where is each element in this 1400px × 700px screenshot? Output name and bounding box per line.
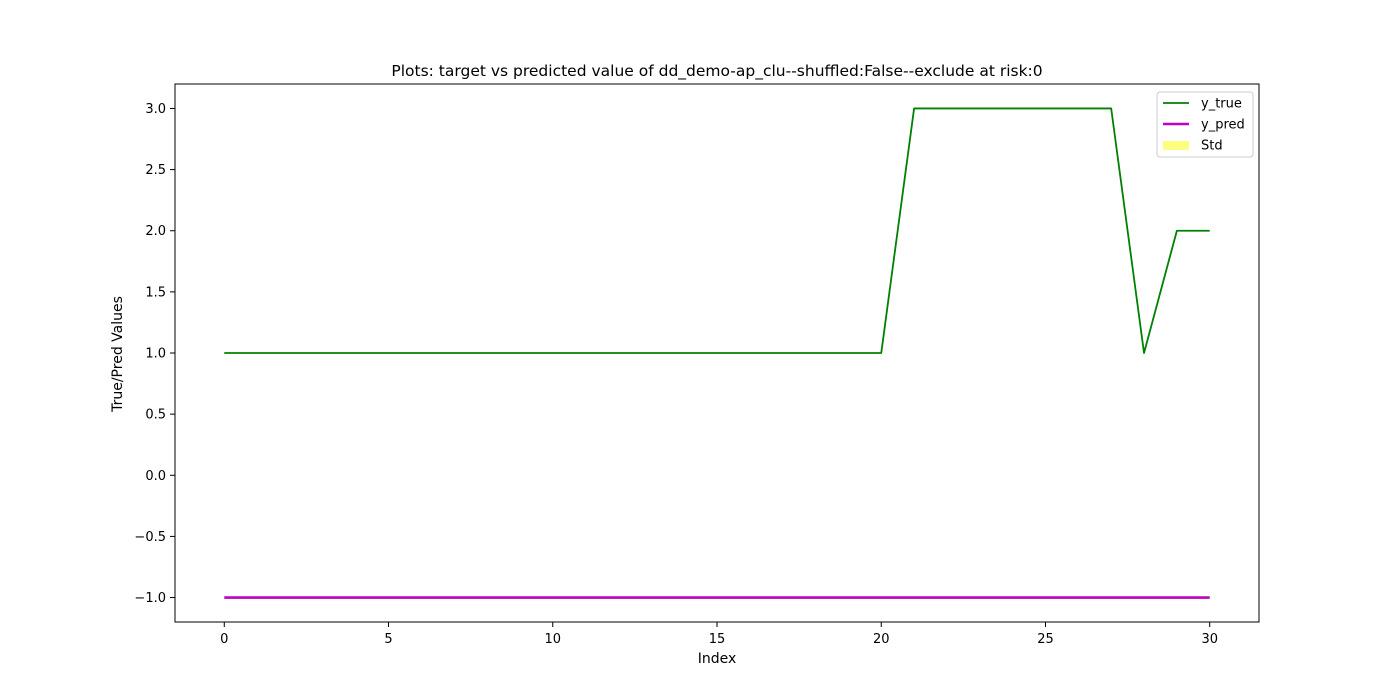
legend-swatch-std	[1163, 141, 1189, 150]
legend: y_true y_pred Std	[1156, 91, 1254, 158]
y-axis-label: True/Pred Values	[110, 296, 126, 413]
x-tick-label: 15	[709, 632, 726, 647]
y-tick-label: −1.0	[134, 591, 166, 606]
series-y-true-line	[224, 107, 1210, 354]
x-tick-label: 25	[1037, 632, 1054, 647]
x-tick-label: 30	[1201, 632, 1218, 647]
x-tick-label: 5	[384, 632, 392, 647]
x-tick-label: 0	[220, 632, 228, 647]
x-tick-label: 20	[873, 632, 890, 647]
legend-label-y-pred: y_pred	[1201, 118, 1245, 133]
legend-label-std: Std	[1201, 139, 1223, 154]
legend-label-y-true: y_true	[1201, 97, 1242, 112]
x-tick-label: 10	[544, 632, 561, 647]
y-tick-label: 0.5	[145, 408, 166, 423]
x-axis-label: Index	[698, 651, 737, 667]
y-tick-label: −0.5	[134, 530, 166, 545]
axes: 0 5 10 15 20 25 30 −1.0 −0.5 0.0 0.5 1.0 1.5 2.0 2.5 3.…	[134, 83, 1260, 647]
legend-box	[1156, 91, 1254, 158]
y-tick-label: 3.0	[145, 102, 166, 117]
y-tick-label: 1.5	[145, 285, 166, 300]
y-tick-label: 2.0	[145, 224, 166, 239]
y-tick-label: 1.0	[145, 347, 166, 362]
y-tick-label: 2.5	[145, 163, 166, 178]
plot-area	[224, 107, 1210, 599]
chart-title: Plots: target vs predicted value of dd_d…	[391, 62, 1042, 81]
y-tick-label: 0.0	[145, 469, 166, 484]
